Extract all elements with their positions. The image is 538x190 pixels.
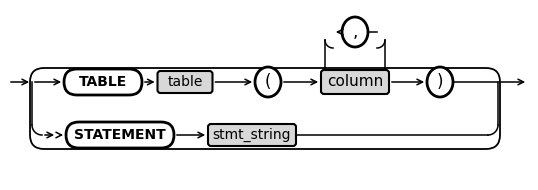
FancyBboxPatch shape xyxy=(64,69,142,95)
FancyBboxPatch shape xyxy=(208,124,296,146)
Text: column: column xyxy=(327,74,383,89)
Text: ,: , xyxy=(352,23,358,41)
Text: table: table xyxy=(167,75,203,89)
Ellipse shape xyxy=(342,17,368,47)
FancyBboxPatch shape xyxy=(66,122,174,148)
Text: (: ( xyxy=(265,73,271,91)
Text: TABLE: TABLE xyxy=(79,75,127,89)
FancyBboxPatch shape xyxy=(321,70,389,94)
Text: STATEMENT: STATEMENT xyxy=(74,128,166,142)
FancyBboxPatch shape xyxy=(158,71,213,93)
Ellipse shape xyxy=(255,67,281,97)
Text: ): ) xyxy=(437,73,443,91)
Text: stmt_string: stmt_string xyxy=(213,128,291,142)
Ellipse shape xyxy=(427,67,453,97)
